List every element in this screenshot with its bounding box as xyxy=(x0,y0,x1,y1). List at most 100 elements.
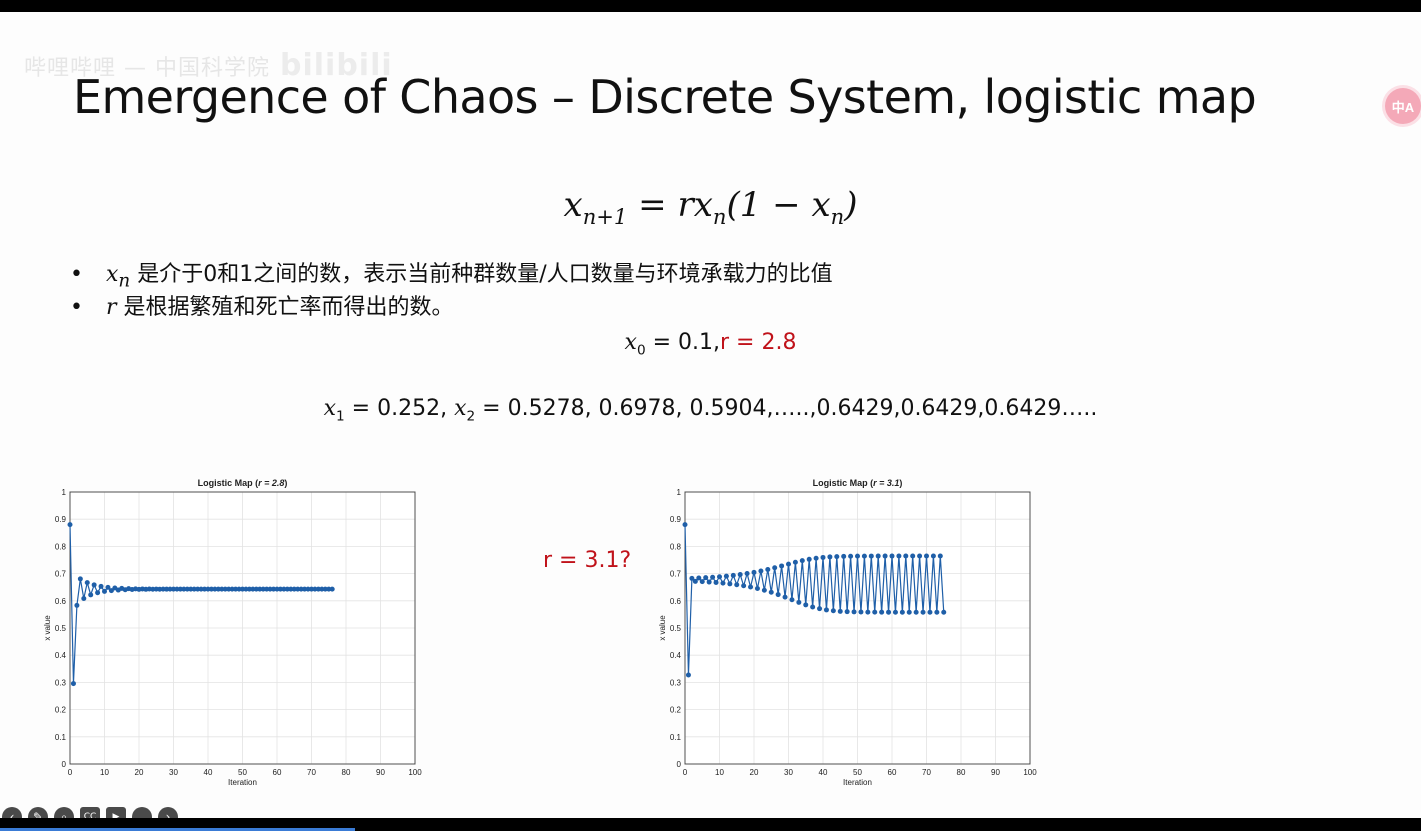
more-icon[interactable]: … xyxy=(132,807,152,818)
data-point xyxy=(277,586,283,592)
data-point xyxy=(696,575,702,581)
data-point xyxy=(81,595,87,601)
data-point xyxy=(315,586,321,592)
y-tick-label: 0.2 xyxy=(55,706,67,715)
data-point xyxy=(195,586,201,592)
data-point xyxy=(751,569,757,575)
logistic-formula: xn+1 = rxn(1 − xn) xyxy=(563,185,858,229)
data-point xyxy=(741,583,747,589)
y-tick-label: 0.4 xyxy=(670,651,682,660)
data-point xyxy=(198,586,204,592)
data-point xyxy=(875,553,881,559)
search-icon[interactable]: ⌕ xyxy=(54,807,74,818)
camera-off-icon[interactable]: ▶ xyxy=(106,807,126,818)
x-tick-label: 0 xyxy=(68,768,73,777)
slide-title: Emergence of Chaos – Discrete System, lo… xyxy=(73,70,1257,124)
bullet-item: • xn 是介于0和1之间的数，表示当前种群数量/人口数量与环境承载力的比值 xyxy=(70,262,833,292)
data-point xyxy=(257,586,263,592)
data-point xyxy=(212,586,218,592)
data-point xyxy=(309,586,314,592)
prev-icon[interactable]: ‹ xyxy=(2,807,22,818)
playback-progress[interactable] xyxy=(0,828,355,831)
data-point xyxy=(823,607,829,613)
next-icon[interactable]: › xyxy=(158,807,178,818)
data-point xyxy=(312,586,318,592)
y-tick-label: 0.5 xyxy=(670,624,682,633)
plot-frame xyxy=(684,491,1031,765)
data-point xyxy=(685,672,691,678)
data-point xyxy=(917,553,923,559)
pen-icon[interactable]: ✎ xyxy=(28,807,48,818)
translate-icon[interactable]: 中A xyxy=(1385,88,1421,124)
data-point xyxy=(191,586,197,592)
data-point xyxy=(837,608,843,614)
slide: 哔哩哔哩 — 中国科学院 bilibili Emergence of Chaos … xyxy=(0,12,1421,818)
y-tick-label: 0.1 xyxy=(55,733,67,742)
data-point xyxy=(789,597,795,603)
y-tick-label: 0.8 xyxy=(55,542,67,551)
data-point xyxy=(913,609,919,615)
cc-icon[interactable]: CC xyxy=(80,807,100,818)
data-point xyxy=(906,609,912,615)
data-point xyxy=(872,609,878,615)
x-tick-label: 50 xyxy=(853,768,862,777)
data-point xyxy=(717,574,722,580)
x-tick-label: 80 xyxy=(342,768,351,777)
r-value: r = 2.8 xyxy=(720,330,797,355)
data-point xyxy=(858,609,864,615)
data-point xyxy=(291,586,297,592)
data-point xyxy=(202,586,208,592)
data-point xyxy=(84,580,90,586)
data-point xyxy=(806,556,812,562)
data-point xyxy=(236,586,242,592)
data-point xyxy=(820,554,826,560)
data-point xyxy=(222,586,228,592)
data-point xyxy=(920,609,926,615)
data-point xyxy=(70,681,76,687)
data-point xyxy=(305,586,311,592)
data-point xyxy=(927,609,933,615)
data-point xyxy=(77,576,83,582)
data-point xyxy=(326,586,332,592)
data-point xyxy=(699,579,705,585)
x-tick-label: 80 xyxy=(957,768,966,777)
data-point xyxy=(865,609,871,615)
data-point xyxy=(758,568,764,574)
data-point xyxy=(786,561,791,567)
y-tick-label: 0.3 xyxy=(670,678,682,687)
y-tick-label: 1 xyxy=(62,488,67,497)
x-tick-label: 70 xyxy=(307,768,316,777)
data-point xyxy=(779,563,785,569)
plot-frame xyxy=(69,491,416,765)
data-point xyxy=(188,586,194,592)
data-point xyxy=(253,586,259,592)
data-point xyxy=(879,609,885,615)
r-question: r = 3.1? xyxy=(543,548,632,573)
data-point xyxy=(727,581,733,587)
data-point xyxy=(765,566,771,572)
x-tick-label: 60 xyxy=(888,768,897,777)
data-point xyxy=(868,553,874,559)
data-point xyxy=(754,585,760,591)
data-point xyxy=(243,586,249,592)
data-point xyxy=(930,553,936,559)
data-point xyxy=(177,586,183,592)
y-tick-label: 0.4 xyxy=(55,651,67,660)
y-tick-label: 0.6 xyxy=(55,597,67,606)
y-tick-label: 0 xyxy=(62,760,67,769)
x-tick-label: 100 xyxy=(1023,768,1037,777)
data-point xyxy=(274,586,280,592)
data-point xyxy=(260,586,266,592)
x-tick-label: 90 xyxy=(991,768,1000,777)
data-point xyxy=(74,602,80,608)
y-tick-label: 0.5 xyxy=(55,624,67,633)
chart-title: Logistic Map (r = 3.1) xyxy=(813,478,903,488)
x-tick-label: 60 xyxy=(273,768,282,777)
x-tick-label: 20 xyxy=(135,768,144,777)
data-point xyxy=(861,553,867,559)
y-tick-label: 0.7 xyxy=(55,570,67,579)
data-point xyxy=(240,586,245,592)
data-point xyxy=(710,574,716,580)
data-point xyxy=(744,571,750,577)
bottom-bar xyxy=(0,818,1421,831)
